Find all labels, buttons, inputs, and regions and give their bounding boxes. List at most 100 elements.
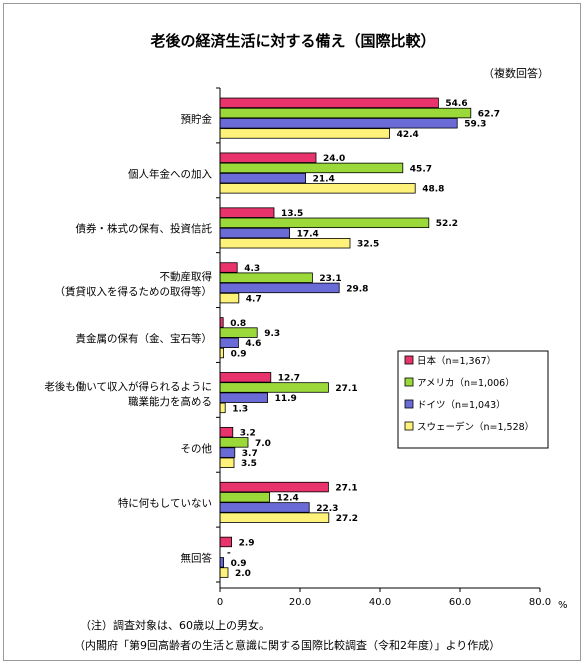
data-label: 12.4 [277, 494, 299, 504]
x-tick-label: 80.0 [529, 597, 551, 608]
bar [219, 337, 239, 349]
legend-label: 日本（n=1,367） [417, 355, 496, 367]
bar [219, 128, 391, 139]
data-label: 22.3 [316, 504, 338, 514]
chart-frame: 老後の経済生活に対する備え（国際比較） （複数回答） 54.6 62.7 59.3 42.… [3, 3, 581, 661]
data-label: 27.2 [336, 514, 358, 524]
bar [219, 327, 258, 338]
bar [219, 238, 351, 249]
data-label: 0.9 [231, 559, 247, 569]
data-label: 21.4 [313, 175, 335, 185]
bar [219, 502, 310, 513]
legend-swatch [404, 377, 414, 387]
data-label: 3.7 [242, 449, 258, 459]
bar [219, 217, 430, 229]
data-label: 11.9 [275, 394, 297, 404]
category-label: 貴金属の保有（金、宝石等） [76, 332, 213, 345]
data-label: 0.9 [231, 349, 247, 359]
legend-label: アメリカ（n=1,006） [417, 377, 515, 389]
legend-label: ドイツ（n=1,043） [417, 399, 506, 411]
data-label: 54.6 [445, 99, 467, 109]
bar [219, 172, 306, 184]
bar [219, 272, 313, 283]
bar [219, 292, 240, 304]
footnote-survey-target: （注）調査対象は、60歳以上の男女。 [80, 619, 270, 632]
bar [219, 372, 272, 383]
data-label: 45.7 [410, 164, 432, 174]
legend-label: スウェーデン（n=1,528） [417, 421, 534, 433]
bar [219, 227, 290, 239]
bar [219, 118, 458, 129]
chart-title: 老後の経済生活に対する備え（国際比較） [149, 32, 435, 50]
data-label: 4.7 [246, 295, 262, 305]
bar [219, 447, 236, 458]
x-tick-label: 0 [217, 597, 223, 608]
data-label: 1.3 [232, 404, 248, 414]
x-axis-unit: % [558, 600, 568, 611]
category-label: 特に何もしていない [118, 497, 212, 510]
legend-box [397, 350, 549, 449]
data-label: 0.8 [230, 319, 246, 329]
category-label: （賃貸収入を得るための取得等） [55, 285, 213, 298]
data-label: 24.0 [323, 154, 345, 164]
data-label: 4.6 [245, 339, 261, 349]
legend-swatch [404, 355, 414, 365]
category-label: 個人年金への加入 [128, 167, 212, 180]
data-label: 32.5 [357, 240, 379, 250]
data-label: 52.2 [436, 219, 458, 229]
bar [219, 262, 238, 273]
data-label: 9.3 [264, 329, 280, 339]
data-label: 2.0 [235, 569, 251, 579]
bar [219, 97, 439, 109]
bar [219, 567, 229, 578]
category-label: 職業能力を高める [128, 395, 212, 408]
data-label: 12.7 [278, 374, 300, 384]
chart-subtitle: （複数回答） [483, 66, 549, 80]
category-label: その他 [181, 442, 213, 455]
bar [219, 402, 226, 414]
bar [219, 437, 249, 448]
footnote-source: （内閣府「第9回高齢者の生活と意識に関する国際比較調査（令和2年度）」より作成） [74, 639, 501, 652]
bar [219, 183, 416, 194]
bar [219, 457, 235, 468]
bar [219, 512, 330, 523]
data-label: 3.2 [240, 429, 256, 439]
data-label: 17.4 [297, 229, 319, 239]
category-label: 不動産取得 [160, 270, 213, 283]
bar [219, 207, 275, 218]
data-label: 13.5 [281, 209, 303, 219]
bar [219, 481, 329, 493]
data-label: 27.1 [335, 384, 357, 394]
x-tick-label: 20.0 [289, 597, 311, 608]
data-label: 4.3 [244, 264, 260, 274]
category-label: 無回答 [181, 552, 213, 565]
data-label: 62.7 [478, 109, 500, 119]
bar [219, 557, 224, 568]
bar [219, 536, 232, 548]
bar [219, 152, 317, 163]
data-label: 42.4 [397, 130, 419, 140]
bar [219, 347, 224, 359]
data-label: 59.3 [464, 120, 486, 130]
bar [219, 162, 404, 174]
data-label: 2.9 [239, 538, 255, 548]
data-label: 29.8 [346, 284, 368, 294]
bar [219, 282, 340, 294]
data-label: 48.8 [422, 185, 444, 195]
bar [219, 107, 472, 119]
data-label: - [227, 549, 231, 559]
bar [219, 426, 234, 438]
data-label: 7.0 [255, 439, 271, 449]
category-label: 債券・株式の保有、投資信託 [76, 222, 213, 235]
bar [219, 392, 268, 403]
legend-swatch [404, 421, 414, 431]
category-label: 預貯金 [181, 112, 213, 125]
data-label: 27.1 [335, 483, 357, 493]
category-label: 老後も働いて収入が得られるように [44, 380, 212, 393]
bar [219, 382, 329, 393]
data-label: 3.5 [241, 459, 257, 469]
x-tick-label: 60.0 [449, 597, 471, 608]
legend-swatch [404, 399, 414, 409]
x-tick-label: 40.0 [369, 597, 391, 608]
data-label: 23.1 [319, 274, 341, 284]
